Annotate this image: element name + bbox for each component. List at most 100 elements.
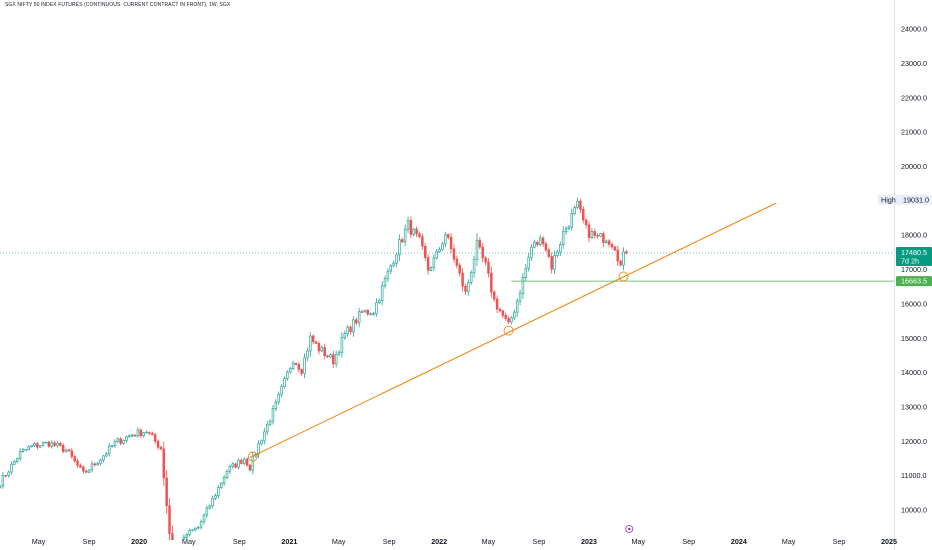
annotations: [0, 202, 894, 462]
candle-body: [550, 256, 553, 270]
candle-body: [461, 272, 464, 287]
candle-body: [314, 341, 318, 344]
candle-body: [225, 470, 229, 478]
candle-body: [475, 239, 479, 260]
candle-body: [136, 429, 140, 437]
candle-body: [386, 270, 390, 280]
high-label-text: High: [881, 195, 896, 204]
time-tick-label: Sep: [533, 537, 546, 546]
candle-body: [286, 371, 289, 379]
price-tick-label: 18000.0: [901, 231, 927, 240]
candle-body: [469, 272, 473, 283]
time-tick-label: 2024: [731, 537, 747, 546]
touch-point-marker: [247, 451, 258, 462]
candle-body: [346, 326, 349, 334]
candle-body: [171, 533, 174, 540]
candle-body: [538, 237, 542, 245]
candle-body: [352, 319, 355, 333]
time-axis[interactable]: May Sep 2020 May Sep 2021 May Sep 2022 May Sep 2023…: [32, 525, 897, 547]
candle-body: [380, 285, 384, 301]
price-tick-label: 11000.0: [901, 471, 926, 480]
candle-body: [110, 445, 114, 447]
candle-body: [444, 234, 447, 245]
candle-body: [125, 436, 128, 441]
time-tick-label: Sep: [682, 537, 695, 546]
candle-body: [590, 231, 594, 238]
candle-body: [67, 449, 71, 452]
candle-body: [99, 459, 102, 464]
candle-body: [481, 246, 484, 259]
candle-body: [61, 445, 65, 452]
time-tick-label: May: [631, 537, 645, 546]
candle-body: [294, 362, 298, 365]
candle-body: [220, 482, 223, 488]
candles: [0, 197, 628, 550]
candle-body: [355, 319, 358, 324]
candle-body: [515, 300, 519, 313]
candle-body: [446, 234, 450, 238]
candle-body: [561, 231, 565, 245]
candle-body: [197, 526, 200, 529]
candle-body: [544, 243, 548, 251]
candle-body: [334, 353, 338, 365]
candle-body: [323, 347, 326, 357]
price-axis[interactable]: 10000.0 11000.0 12000.0 13000.0 14000.0 15000…: [901, 25, 927, 515]
candle-body: [579, 200, 582, 210]
candle-body: [306, 350, 309, 359]
candle-body: [128, 435, 131, 438]
candle-body: [332, 354, 335, 365]
candle-body: [495, 298, 499, 310]
candle-body: [412, 228, 415, 235]
time-tick-label: 2021: [281, 537, 297, 546]
candle-body: [378, 300, 381, 304]
candle-body: [56, 443, 59, 446]
candle-body: [484, 257, 487, 263]
candle-body: [429, 267, 433, 271]
candle-body: [559, 244, 562, 253]
candle-body: [13, 461, 16, 465]
candle-body: [521, 277, 525, 294]
candle-body: [180, 547, 182, 550]
price-tick-label: 14000.0: [901, 368, 927, 377]
candle-body: [403, 228, 407, 243]
candle-body: [449, 236, 453, 250]
touch-point-marker: [503, 325, 514, 336]
candle-body: [271, 408, 275, 422]
price-tick-label: 10000.0: [901, 506, 927, 515]
candle-body: [211, 498, 214, 507]
candle-body: [303, 357, 306, 374]
candle-body: [93, 463, 97, 466]
candle-body: [297, 364, 301, 370]
candle-body: [0, 485, 2, 489]
price-tick-label: 13000.0: [901, 402, 927, 411]
candle-body: [587, 224, 591, 238]
candle-body: [576, 200, 579, 208]
candle-body: [70, 450, 74, 457]
candle-body: [605, 240, 608, 243]
candle-body: [392, 262, 395, 267]
candle-body: [182, 536, 186, 540]
price-tick-label: 21000.0: [901, 128, 927, 137]
candle-body: [119, 438, 122, 444]
candle-body: [530, 246, 533, 258]
candle-body: [625, 251, 628, 254]
candle-body: [199, 521, 203, 528]
time-tick-label: Sep: [233, 537, 246, 546]
chart-title: SGX NIFTY 50 INDEX FUTURES (CONTINUOUS: …: [5, 2, 231, 8]
candle-body: [21, 449, 25, 452]
touch-point-marker: [618, 271, 629, 282]
time-tick-label: May: [782, 537, 796, 546]
candle-body: [455, 258, 459, 266]
candle-body: [107, 445, 111, 455]
candle-body: [214, 495, 217, 499]
candle-body: [18, 451, 22, 460]
candle-body: [234, 463, 237, 468]
candle-body: [260, 440, 263, 445]
candle-body: [602, 233, 605, 243]
time-tick-label: May: [332, 537, 346, 546]
time-tick-label: May: [482, 537, 496, 546]
candle-body: [383, 278, 387, 287]
candle-body: [153, 434, 157, 442]
time-tick-label: 2025: [881, 537, 897, 546]
